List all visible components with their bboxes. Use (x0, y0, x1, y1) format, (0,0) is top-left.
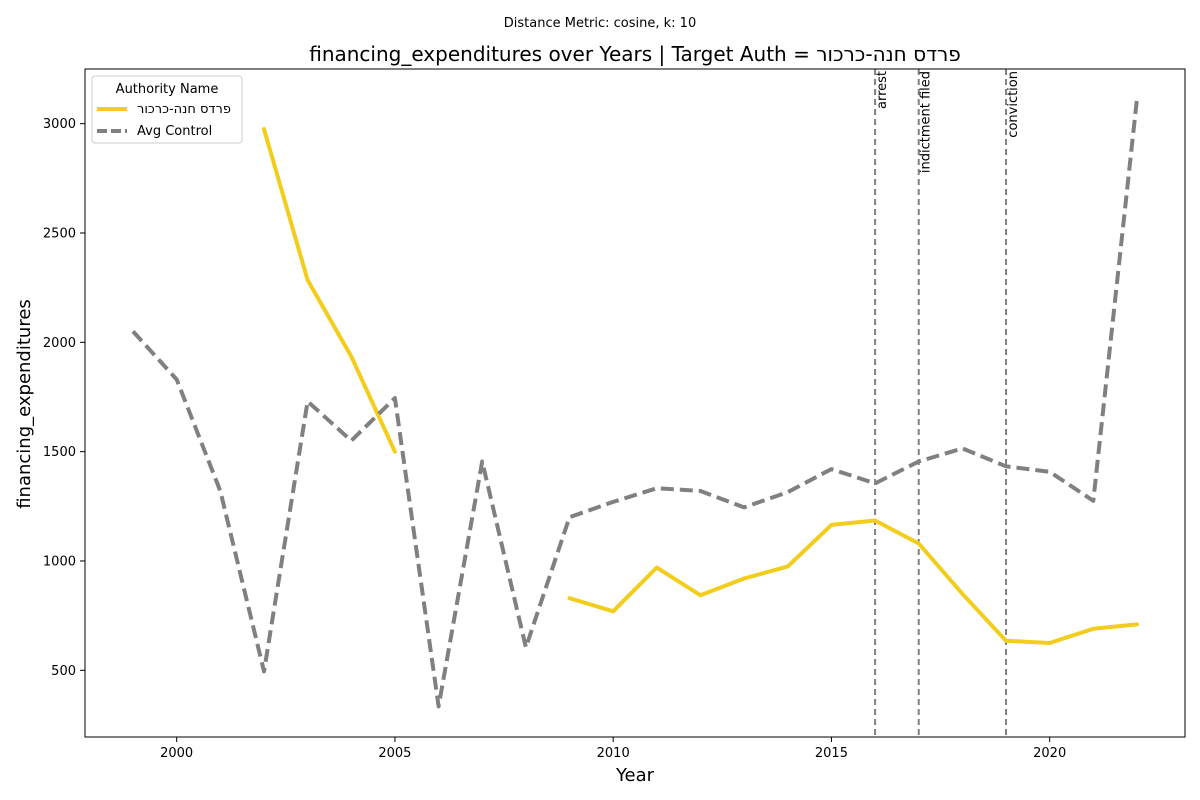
series-1-point (436, 704, 440, 708)
series-1-point (305, 399, 309, 403)
series-0-point (1135, 622, 1139, 626)
series-0-point (742, 576, 746, 580)
x-axis-label: Year (615, 765, 655, 786)
axes-frame (84, 68, 1186, 738)
series-0-point (917, 541, 921, 545)
legend-title: Authority Name (116, 82, 219, 97)
series-1-point (262, 669, 266, 673)
event-label-0: arrest (875, 71, 890, 109)
series-1-point (611, 500, 615, 504)
x-tick-label-2: 2010 (597, 746, 630, 761)
series-0-point (655, 565, 659, 569)
series-1-point (1047, 470, 1051, 474)
x-tick-label-1: 2005 (378, 746, 411, 761)
series-0-point (1004, 639, 1008, 643)
legend-label-1: Avg Control (137, 124, 212, 139)
y-tick-label-4: 2500 (43, 226, 76, 241)
series-1-point (524, 645, 528, 649)
y-tick-label-3: 2000 (43, 336, 76, 351)
series-1-point (480, 459, 484, 463)
chart-suptitle: Distance Metric: cosine, k: 10 (504, 16, 696, 31)
series-0-point (873, 518, 877, 522)
series-1-point (174, 377, 178, 381)
y-tick-label-5: 3000 (43, 117, 76, 132)
y-tick-label-2: 1500 (43, 445, 76, 460)
series-1-point (1091, 499, 1095, 503)
legend-label-0: פרדס חנה-כרכור (137, 102, 231, 117)
series-1-point (393, 396, 397, 400)
series-1-point (1004, 464, 1008, 468)
series-0-point (960, 592, 964, 596)
plot-area: arrest indictment filed conviction 2000 2005… (43, 68, 1186, 761)
series-1-point (829, 467, 833, 471)
chart-title: financing_expenditures over Years | Targ… (309, 42, 961, 66)
series-1-line-segment-0 (131, 98, 1139, 709)
series-1-point (742, 505, 746, 509)
x-tick-label-0: 2000 (160, 746, 193, 761)
series-0-point (829, 523, 833, 527)
series-0-line-segment-0 (262, 127, 397, 454)
series-0-point (262, 127, 266, 131)
event-label-2: conviction (1006, 71, 1021, 138)
series-0-point (611, 609, 615, 613)
series-1-point (786, 490, 790, 494)
series-0-point (349, 354, 353, 358)
series-1-point (873, 481, 877, 485)
series-1-point (917, 459, 921, 463)
x-tick-label-3: 2015 (815, 746, 848, 761)
series-1-point (960, 446, 964, 450)
series-0-point (1047, 641, 1051, 645)
series-1-point (698, 489, 702, 493)
series-1-point (349, 439, 353, 443)
series-0-point (393, 449, 397, 453)
x-tick-label-4: 2020 (1033, 746, 1066, 761)
y-tick-label-1: 1000 (43, 554, 76, 569)
y-tick-label-0: 500 (51, 664, 76, 679)
event-label-1: indictment filed (919, 71, 934, 173)
series-0-point (567, 596, 571, 600)
series-1-point (218, 489, 222, 493)
series-0-point (786, 564, 790, 568)
series-0-point (1091, 627, 1095, 631)
series-0-point (305, 278, 309, 282)
series-1-point (655, 486, 659, 490)
series-0-line-segment-1 (567, 518, 1139, 645)
series-1-point (131, 329, 135, 333)
series-1-point (1135, 96, 1139, 100)
series-0-point (698, 593, 702, 597)
y-axis-label: financing_expenditures (14, 299, 35, 509)
legend-box (91, 75, 243, 144)
legend: Authority Name פרדס חנה-כרכור Avg Control (91, 75, 243, 144)
series-1-point (567, 515, 571, 519)
